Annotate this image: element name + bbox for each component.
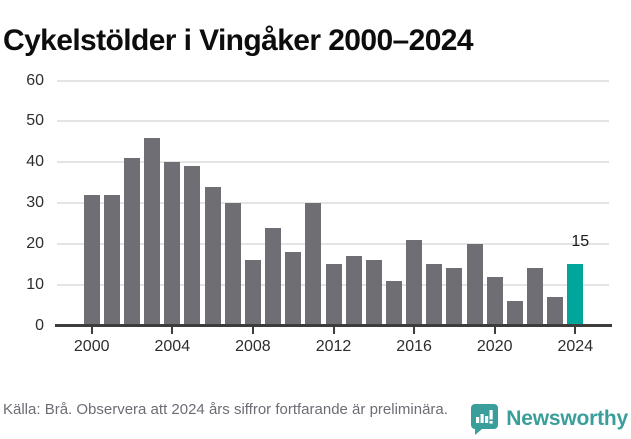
y-axis-label-10: 10 bbox=[26, 275, 44, 293]
bar-2001 bbox=[103, 194, 120, 326]
gridline-40 bbox=[57, 161, 609, 164]
bar-2005 bbox=[184, 166, 201, 326]
y-axis-label-50: 50 bbox=[26, 112, 44, 130]
bar-2006 bbox=[204, 186, 221, 326]
x-axis-label-2000: 2000 bbox=[73, 338, 110, 355]
x-axis-line bbox=[55, 324, 612, 327]
y-axis-label-0: 0 bbox=[35, 316, 44, 334]
x-axis-tick-2016 bbox=[413, 327, 416, 334]
bar-2003 bbox=[144, 137, 161, 326]
bar-2008 bbox=[244, 260, 261, 326]
y-axis-label-30: 30 bbox=[26, 194, 44, 211]
bar-2011 bbox=[305, 203, 322, 326]
bar-2010 bbox=[285, 252, 302, 326]
bar-2017 bbox=[426, 264, 443, 326]
bar-2021 bbox=[506, 301, 523, 326]
highlight-value-label: 15 bbox=[571, 233, 590, 251]
x-axis-tick-2000 bbox=[90, 327, 93, 334]
x-axis-label-2020: 2020 bbox=[476, 338, 513, 355]
y-axis-label-60: 60 bbox=[26, 71, 44, 89]
bar-2015 bbox=[385, 280, 402, 326]
bar-2023 bbox=[547, 296, 564, 326]
gridline-30 bbox=[57, 202, 609, 204]
x-axis-tick-2008 bbox=[251, 327, 254, 334]
bar-2018 bbox=[446, 268, 463, 326]
x-axis-label-2024: 2024 bbox=[557, 338, 594, 355]
bar-2019 bbox=[466, 243, 483, 326]
x-axis-tick-2004 bbox=[171, 327, 174, 334]
bar-2020 bbox=[486, 276, 503, 326]
bar-2000 bbox=[83, 194, 100, 326]
bar-2014 bbox=[365, 260, 382, 326]
source-note: Källa: Brå. Observera att 2024 års siffr… bbox=[3, 401, 448, 418]
y-axis-label-40: 40 bbox=[26, 153, 44, 171]
bar-2013 bbox=[345, 256, 362, 326]
gridline-20 bbox=[57, 242, 609, 245]
bar-2022 bbox=[527, 268, 543, 326]
bar-2009 bbox=[265, 227, 282, 326]
bar-2004 bbox=[164, 162, 181, 326]
x-axis-label-2008: 2008 bbox=[235, 338, 271, 355]
x-axis-label-2004: 2004 bbox=[154, 338, 191, 355]
y-axis-label-20: 20 bbox=[26, 234, 44, 252]
gridline-50 bbox=[57, 120, 609, 123]
bar-2016 bbox=[406, 239, 423, 326]
chart-title: Cykelstölder i Vingåker 2000–2024 bbox=[3, 24, 474, 58]
newsworthy-branding: Newsworthy bbox=[470, 402, 628, 436]
bar-2002 bbox=[124, 158, 140, 326]
bar-2024 bbox=[567, 264, 584, 326]
x-axis-tick-2024 bbox=[574, 327, 577, 334]
x-axis-tick-2012 bbox=[332, 327, 335, 334]
bar-2007 bbox=[224, 203, 241, 326]
newsworthy-logo-icon bbox=[471, 404, 499, 435]
x-axis-tick-2020 bbox=[493, 327, 496, 334]
x-axis-label-2012: 2012 bbox=[315, 338, 352, 355]
bar-2012 bbox=[325, 264, 342, 326]
x-axis-label-2016: 2016 bbox=[396, 338, 432, 355]
gridline-60 bbox=[57, 79, 609, 82]
newsworthy-wordmark: Newsworthy bbox=[506, 407, 628, 430]
